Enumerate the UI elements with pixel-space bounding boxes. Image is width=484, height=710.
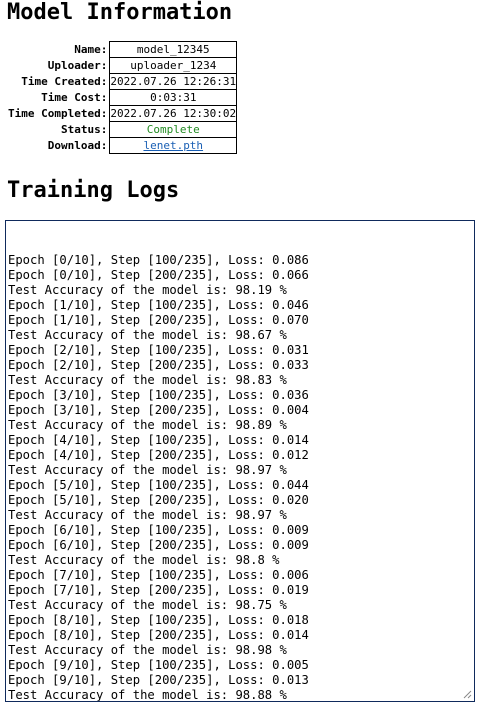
training-logs-heading: Training Logs	[7, 178, 180, 203]
name-value: model_12345	[109, 41, 238, 58]
name-label: Name:	[74, 43, 108, 56]
uploader-label: Uploader:	[47, 59, 108, 72]
log-line: Epoch [7/10], Step [100/235], Loss: 0.00…	[8, 568, 309, 582]
log-line: Test Accuracy of the model is: 98.97 %	[8, 463, 287, 477]
status-label: Status:	[60, 123, 108, 136]
log-line: Test Accuracy of the model is: 98.98 %	[8, 643, 287, 657]
log-line: Epoch [3/10], Step [200/235], Loss: 0.00…	[8, 403, 309, 417]
training-logs-textarea[interactable]: Epoch [0/10], Step [100/235], Loss: 0.08…	[5, 220, 475, 702]
status-value-cell: Complete	[109, 121, 238, 138]
log-line: Epoch [1/10], Step [100/235], Loss: 0.04…	[8, 298, 309, 312]
log-line: Test Accuracy of the model is: 98.75 %	[8, 598, 287, 612]
download-value-cell: lenet.pth	[109, 137, 238, 154]
model-information-heading: Model Information	[7, 0, 233, 25]
log-line: Epoch [0/10], Step [200/235], Loss: 0.06…	[8, 268, 309, 282]
resize-grip-icon[interactable]	[463, 690, 472, 699]
log-line: Epoch [7/10], Step [200/235], Loss: 0.01…	[8, 583, 309, 597]
log-line: Test Accuracy of the model is: 98.67 %	[8, 328, 287, 342]
log-line: Epoch [8/10], Step [200/235], Loss: 0.01…	[8, 628, 309, 642]
time-created-value: 2022.07.26 12:26:31	[109, 73, 238, 90]
time-completed-label: Time Completed:	[8, 107, 108, 120]
info-row-status: Status: Complete	[7, 121, 238, 138]
log-line: Epoch [9/10], Step [200/235], Loss: 0.01…	[8, 673, 309, 687]
log-line: Epoch [6/10], Step [200/235], Loss: 0.00…	[8, 538, 309, 552]
time-cost-label: Time Cost:	[41, 91, 108, 104]
log-line: Epoch [2/10], Step [200/235], Loss: 0.03…	[8, 358, 309, 372]
log-line: Test Accuracy of the model is: 98.97 %	[8, 508, 287, 522]
log-line: Epoch [9/10], Step [100/235], Loss: 0.00…	[8, 658, 309, 672]
info-row-download: Download: lenet.pth	[7, 137, 238, 154]
log-line: Test Accuracy of the model is: 98.89 %	[8, 418, 287, 432]
log-line: Test Accuracy of the model is: 98.19 %	[8, 283, 287, 297]
log-line: Epoch [5/10], Step [100/235], Loss: 0.04…	[8, 478, 309, 492]
info-row-name: Name: model_12345	[7, 41, 238, 58]
log-line: Epoch [5/10], Step [200/235], Loss: 0.02…	[8, 493, 309, 507]
download-link[interactable]: lenet.pth	[143, 139, 204, 152]
log-line: Test Accuracy of the model is: 98.88 %	[8, 688, 287, 702]
info-row-time-created: Time Created: 2022.07.26 12:26:31	[7, 73, 238, 90]
log-line: Test Accuracy of the model is: 98.8 %	[8, 553, 280, 567]
log-line: Epoch [6/10], Step [100/235], Loss: 0.00…	[8, 523, 309, 537]
log-line: Epoch [3/10], Step [100/235], Loss: 0.03…	[8, 388, 309, 402]
time-created-label: Time Created:	[21, 75, 108, 88]
log-line: Test Accuracy of the model is: 98.83 %	[8, 373, 287, 387]
log-line: Epoch [4/10], Step [200/235], Loss: 0.01…	[8, 448, 309, 462]
status-value: Complete	[146, 123, 200, 136]
log-lines: Epoch [0/10], Step [100/235], Loss: 0.08…	[8, 253, 472, 702]
log-line: Epoch [0/10], Step [100/235], Loss: 0.08…	[8, 253, 309, 267]
model-info-table: Name: model_12345 Uploader: uploader_123…	[7, 41, 238, 154]
info-row-time-cost: Time Cost: 0:03:31	[7, 89, 238, 106]
time-completed-value: 2022.07.26 12:30:02	[109, 105, 238, 122]
info-row-time-completed: Time Completed: 2022.07.26 12:30:02	[7, 105, 238, 122]
download-label: Download:	[47, 139, 108, 152]
log-line: Epoch [1/10], Step [200/235], Loss: 0.07…	[8, 313, 309, 327]
info-row-uploader: Uploader: uploader_1234	[7, 57, 238, 74]
log-line: Epoch [4/10], Step [100/235], Loss: 0.01…	[8, 433, 309, 447]
time-cost-value: 0:03:31	[109, 89, 238, 106]
uploader-value: uploader_1234	[109, 57, 238, 74]
log-line: Epoch [2/10], Step [100/235], Loss: 0.03…	[8, 343, 309, 357]
log-line: Epoch [8/10], Step [100/235], Loss: 0.01…	[8, 613, 309, 627]
